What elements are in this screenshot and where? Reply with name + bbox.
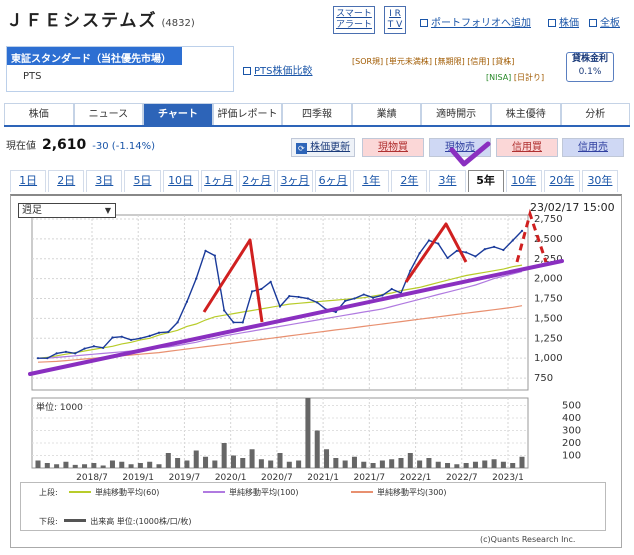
tab-stock-price[interactable]: 株価 (4, 103, 74, 125)
refresh-icon: ⟳ (295, 143, 307, 154)
trade-tags-2: [NISA] [日計り] (486, 72, 544, 83)
stock-price-link[interactable]: 株価 (548, 14, 579, 29)
market-option-pts[interactable]: PTS (23, 71, 42, 82)
interval-value: 週足 (22, 205, 42, 216)
tab-shikiho[interactable]: 四季報 (282, 103, 352, 125)
refresh-label: 株価更新 (310, 142, 351, 153)
tab-chart[interactable]: チャート (143, 103, 213, 125)
period-10d[interactable]: 10日 (162, 170, 199, 192)
cash-buy-button[interactable]: 現物買 (362, 138, 424, 157)
lending-rate-label: 貸株金利 (571, 54, 608, 64)
tab-shareholder-benefits[interactable]: 株主優待 (490, 103, 561, 125)
pts-compare-link[interactable]: PTS株価比較 (243, 62, 313, 77)
main-tabs: 株価 ニュース チャート 評価レポート 四季報 業績 適時開示 株主優待 分析 (4, 103, 631, 127)
trade-tags: [SOR規] [単元未満株] [無期限] [信用] [貸株] (352, 57, 515, 66)
legend-ma300: 単純移動平均(300) (347, 487, 447, 498)
period-3m[interactable]: 3ヶ月 (276, 170, 313, 192)
tab-earnings[interactable]: 業績 (351, 103, 422, 125)
company-title: ＪＦＥシステムズ (4832) (6, 6, 195, 31)
ir-tv-button[interactable]: I R T V (384, 6, 406, 34)
current-price-row: 現在値 2,610 -30 (-1.14%) (6, 137, 155, 153)
legend-upper-label: 上段: (39, 488, 58, 497)
period-1y[interactable]: 1年 (353, 170, 390, 192)
margin-sell-button[interactable]: 信用売 (562, 138, 624, 157)
tab-analysis[interactable]: 分析 (560, 103, 631, 125)
period-2m[interactable]: 2ヶ月 (238, 170, 275, 192)
legend-ma60: 単純移動平均(60) (65, 487, 159, 498)
nisa-tag: [NISA] (486, 73, 512, 82)
current-price-label: 現在値 (6, 141, 36, 152)
period-5y[interactable]: 5年 (467, 170, 504, 192)
ir-tv-line1: I R (389, 9, 401, 19)
margin-buy-button[interactable]: 信用買 (496, 138, 558, 157)
full-board-label: 全板 (600, 18, 620, 29)
period-6m[interactable]: 6ヶ月 (315, 170, 352, 192)
current-price-value: 2,610 (42, 137, 87, 153)
ir-tv-line2: T V (387, 20, 403, 30)
stock-price-label: 株価 (559, 18, 579, 29)
smart-alert-line2: アラート (335, 20, 372, 30)
market-selector: 東証スタンダード（当社優先市場） PTS (6, 46, 234, 92)
period-20y[interactable]: 20年 (543, 170, 580, 192)
company-name: ＪＦＥシステムズ (6, 11, 158, 31)
period-5d[interactable]: 5日 (124, 170, 161, 192)
chart-legend: 上段: 単純移動平均(60) 単純移動平均(100) 単純移動平均(300) 下… (20, 482, 606, 531)
period-1m[interactable]: 1ヶ月 (200, 170, 237, 192)
lending-rate-value: 0.1% (578, 67, 602, 77)
interval-select[interactable]: 週足 ▼ (18, 203, 116, 218)
period-tabs: 1日 2日 3日 5日 10日 1ヶ月 2ヶ月 3ヶ月 6ヶ月 1年 2年 3年… (10, 170, 620, 192)
smart-alert-line1: スマート (336, 9, 372, 19)
legend-ma300-label: 単純移動平均(300) (377, 488, 447, 497)
add-portfolio-link[interactable]: ポートフォリオへ追加 (420, 14, 531, 29)
market-option-selected[interactable]: 東証スタンダード（当社優先市場） (7, 47, 182, 65)
pts-compare-label: PTS株価比較 (254, 66, 313, 77)
legend-lower-label: 下段: (39, 517, 58, 526)
portfolio-icon (420, 19, 428, 27)
period-30y[interactable]: 30年 (581, 170, 618, 192)
daytrade-tag: [日計り] (513, 73, 545, 82)
add-portfolio-label: ポートフォリオへ追加 (431, 18, 531, 29)
window-icon (589, 19, 597, 27)
tab-news[interactable]: ニュース (73, 103, 144, 125)
chart-datetime: 23/02/17 15:00 (530, 201, 615, 214)
legend-ma100-label: 単純移動平均(100) (229, 488, 299, 497)
full-board-link[interactable]: 全板 (589, 14, 620, 29)
period-10y[interactable]: 10年 (505, 170, 542, 192)
window-icon (548, 19, 556, 27)
legend-volume-swatch (64, 519, 87, 522)
period-2y[interactable]: 2年 (391, 170, 428, 192)
tab-rating-report[interactable]: 評価レポート (212, 103, 283, 125)
copyright-credit: (c)Quants Research Inc. (480, 535, 576, 544)
legend-lower: 下段: 出来高 単位:(1000株/口/枚) (39, 516, 191, 527)
period-3y[interactable]: 3年 (429, 170, 466, 192)
cash-sell-button[interactable]: 現物売 (429, 138, 491, 157)
lending-rate-box[interactable]: 貸株金利 0.1% (566, 52, 614, 82)
legend-ma60-label: 単純移動平均(60) (95, 488, 160, 497)
legend-ma100: 単純移動平均(100) (199, 487, 299, 498)
price-change: -30 (-1.14%) (92, 141, 155, 152)
stock-code: (4832) (161, 18, 195, 29)
refresh-price-button[interactable]: ⟳ 株価更新 (291, 138, 355, 157)
legend-ma100-swatch (203, 491, 225, 493)
legend-ma60-swatch (69, 491, 91, 493)
legend-volume-label: 出来高 単位:(1000株/口/枚) (90, 517, 192, 526)
smart-alert-button[interactable]: スマート アラート (333, 6, 375, 34)
period-3d[interactable]: 3日 (86, 170, 123, 192)
period-2d[interactable]: 2日 (48, 170, 85, 192)
legend-upper: 上段: (39, 487, 58, 498)
legend-ma300-swatch (351, 491, 373, 493)
chevron-down-icon: ▼ (104, 206, 111, 215)
window-icon (243, 67, 251, 75)
period-1d[interactable]: 1日 (10, 170, 47, 192)
tab-disclosure[interactable]: 適時開示 (421, 103, 491, 125)
